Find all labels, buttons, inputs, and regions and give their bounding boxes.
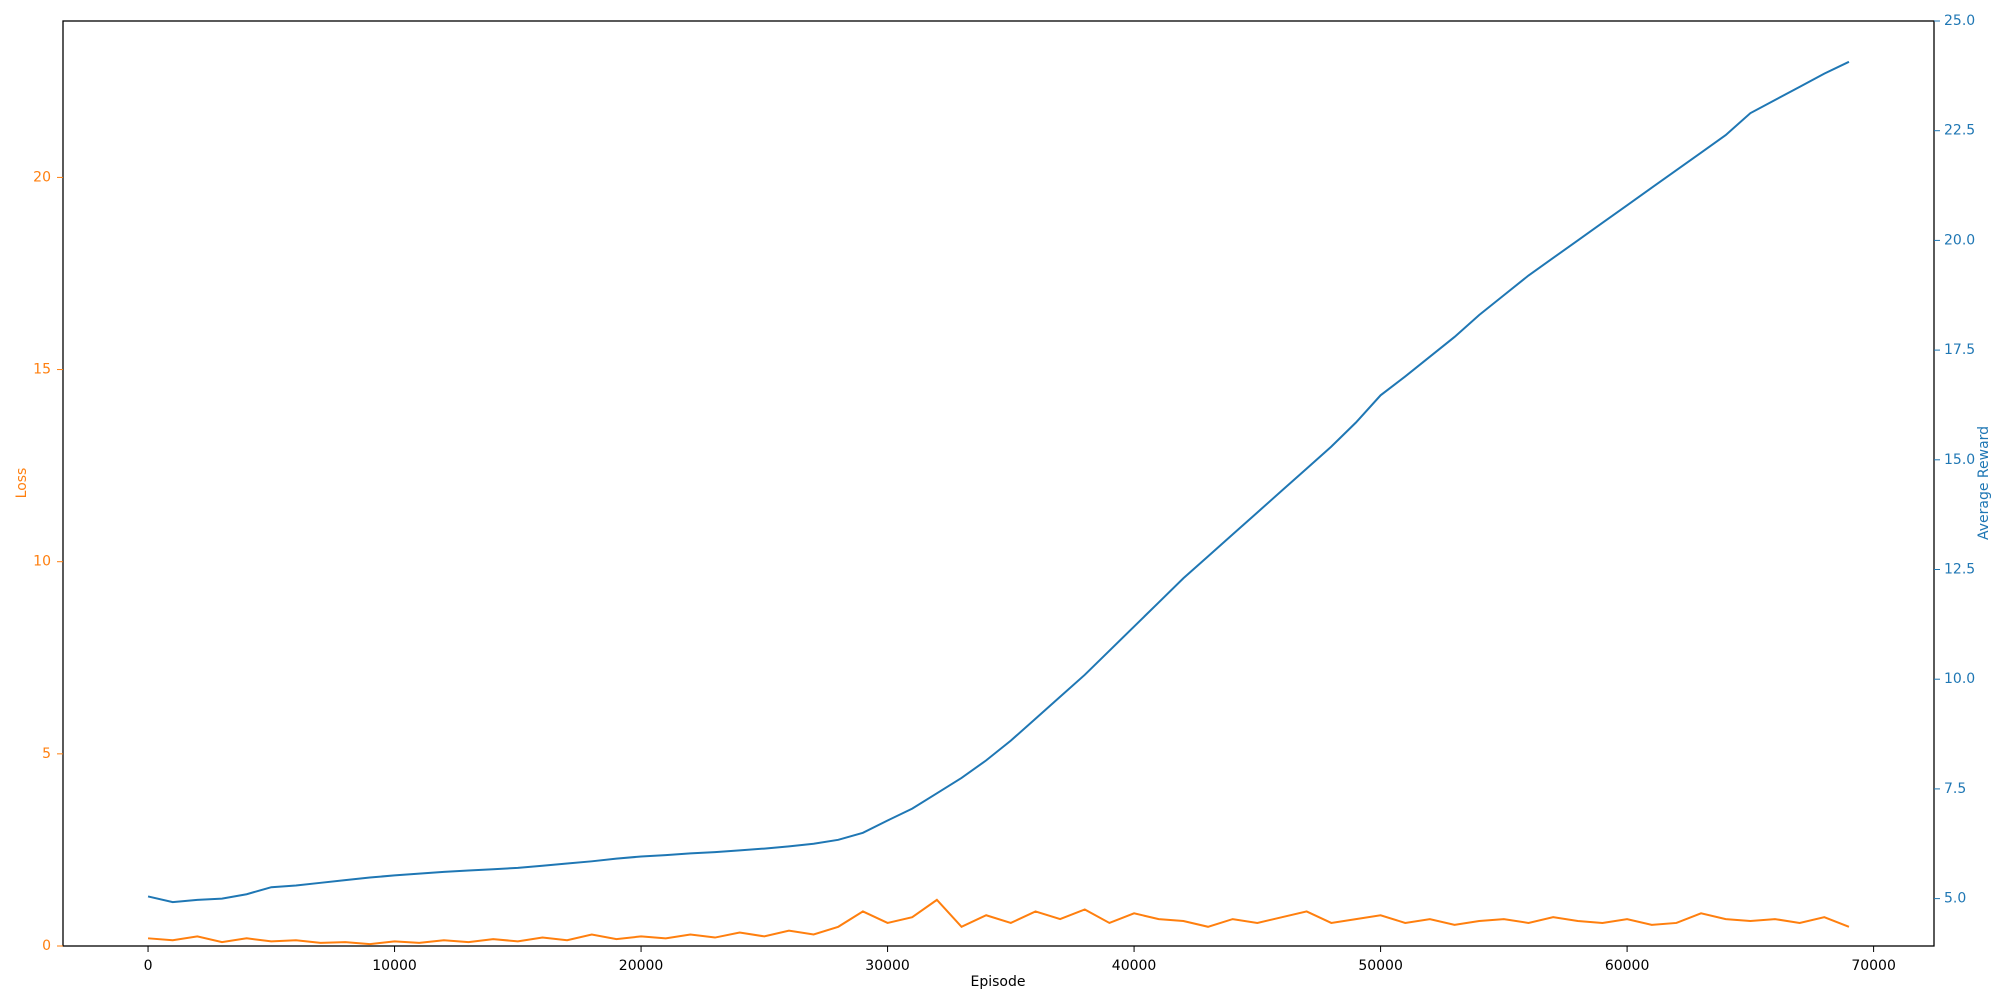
x-axis-label: Episode	[971, 974, 1026, 990]
y2-tick-label: 17.5	[1944, 342, 1975, 358]
y2-tick-label: 12.5	[1944, 562, 1975, 578]
y2-tick-label: 15.0	[1944, 452, 1975, 468]
y2-tick-label: 5.0	[1944, 891, 1966, 907]
y2-tick-label: 7.5	[1944, 781, 1966, 797]
x-tick-label: 0	[144, 958, 153, 974]
x-tick-label: 40000	[1112, 958, 1157, 974]
y-tick-label: 0	[42, 938, 51, 954]
x-tick-label: 70000	[1851, 958, 1896, 974]
y-axis-label: Loss	[14, 468, 30, 499]
series-line	[147, 60, 1850, 904]
y2-tick-label: 25.0	[1944, 13, 1975, 29]
y2-tick-label: 22.5	[1944, 123, 1975, 139]
y-tick-label: 20	[33, 169, 51, 185]
y-tick-label: 10	[33, 554, 51, 570]
plot-frame	[62, 20, 1935, 947]
y2-axis-label: Average Reward	[1976, 426, 1992, 540]
x-tick-label: 30000	[865, 958, 910, 974]
y-tick-label: 15	[33, 362, 51, 378]
y2-tick-label: 20.0	[1944, 232, 1975, 248]
x-tick-label: 60000	[1605, 958, 1650, 974]
x-tick-label: 10000	[372, 958, 417, 974]
x-tick-label: 20000	[619, 958, 664, 974]
x-tick-label: 50000	[1358, 958, 1403, 974]
series-line	[147, 898, 1850, 946]
y-tick-label: 5	[42, 746, 51, 762]
y2-tick-label: 10.0	[1944, 671, 1975, 687]
